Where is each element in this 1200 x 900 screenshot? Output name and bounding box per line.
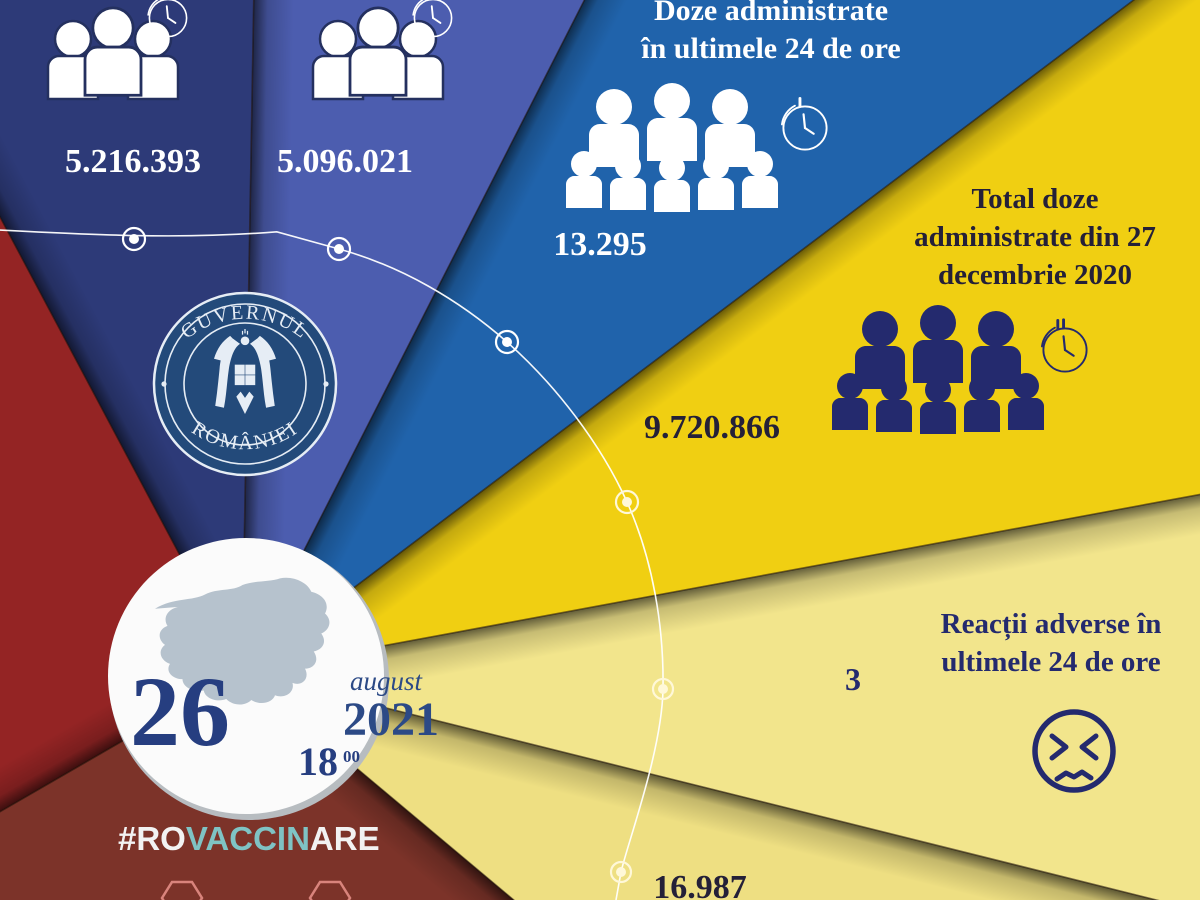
svg-text:5.216.393: 5.216.393 — [65, 143, 201, 180]
svg-text:Reacții adverse în: Reacții adverse în — [941, 608, 1162, 641]
svg-text:16.987: 16.987 — [653, 869, 747, 900]
svg-text:00: 00 — [343, 747, 360, 766]
svg-text:ultimele 24 de ore: ultimele 24 de ore — [941, 646, 1160, 678]
svg-text:18: 18 — [298, 739, 338, 784]
svg-text:în ultimele 24 de ore: în ultimele 24 de ore — [640, 32, 900, 65]
svg-text:#ROVACCINARE: #ROVACCINARE — [118, 820, 380, 857]
svg-text:13.295: 13.295 — [553, 226, 647, 263]
svg-text:Total doze: Total doze — [971, 183, 1098, 215]
svg-text:9.720.866: 9.720.866 — [644, 409, 780, 446]
svg-text:decembrie 2020: decembrie 2020 — [938, 259, 1132, 291]
svg-text:2021: 2021 — [343, 693, 439, 746]
svg-text:administrate din 27: administrate din 27 — [914, 221, 1156, 253]
svg-text:26: 26 — [130, 656, 230, 767]
svg-text:5.096.021: 5.096.021 — [277, 143, 413, 180]
svg-text:august: august — [350, 666, 424, 696]
svg-text:3: 3 — [845, 661, 861, 697]
svg-text:Doze administrate: Doze administrate — [654, 0, 888, 27]
